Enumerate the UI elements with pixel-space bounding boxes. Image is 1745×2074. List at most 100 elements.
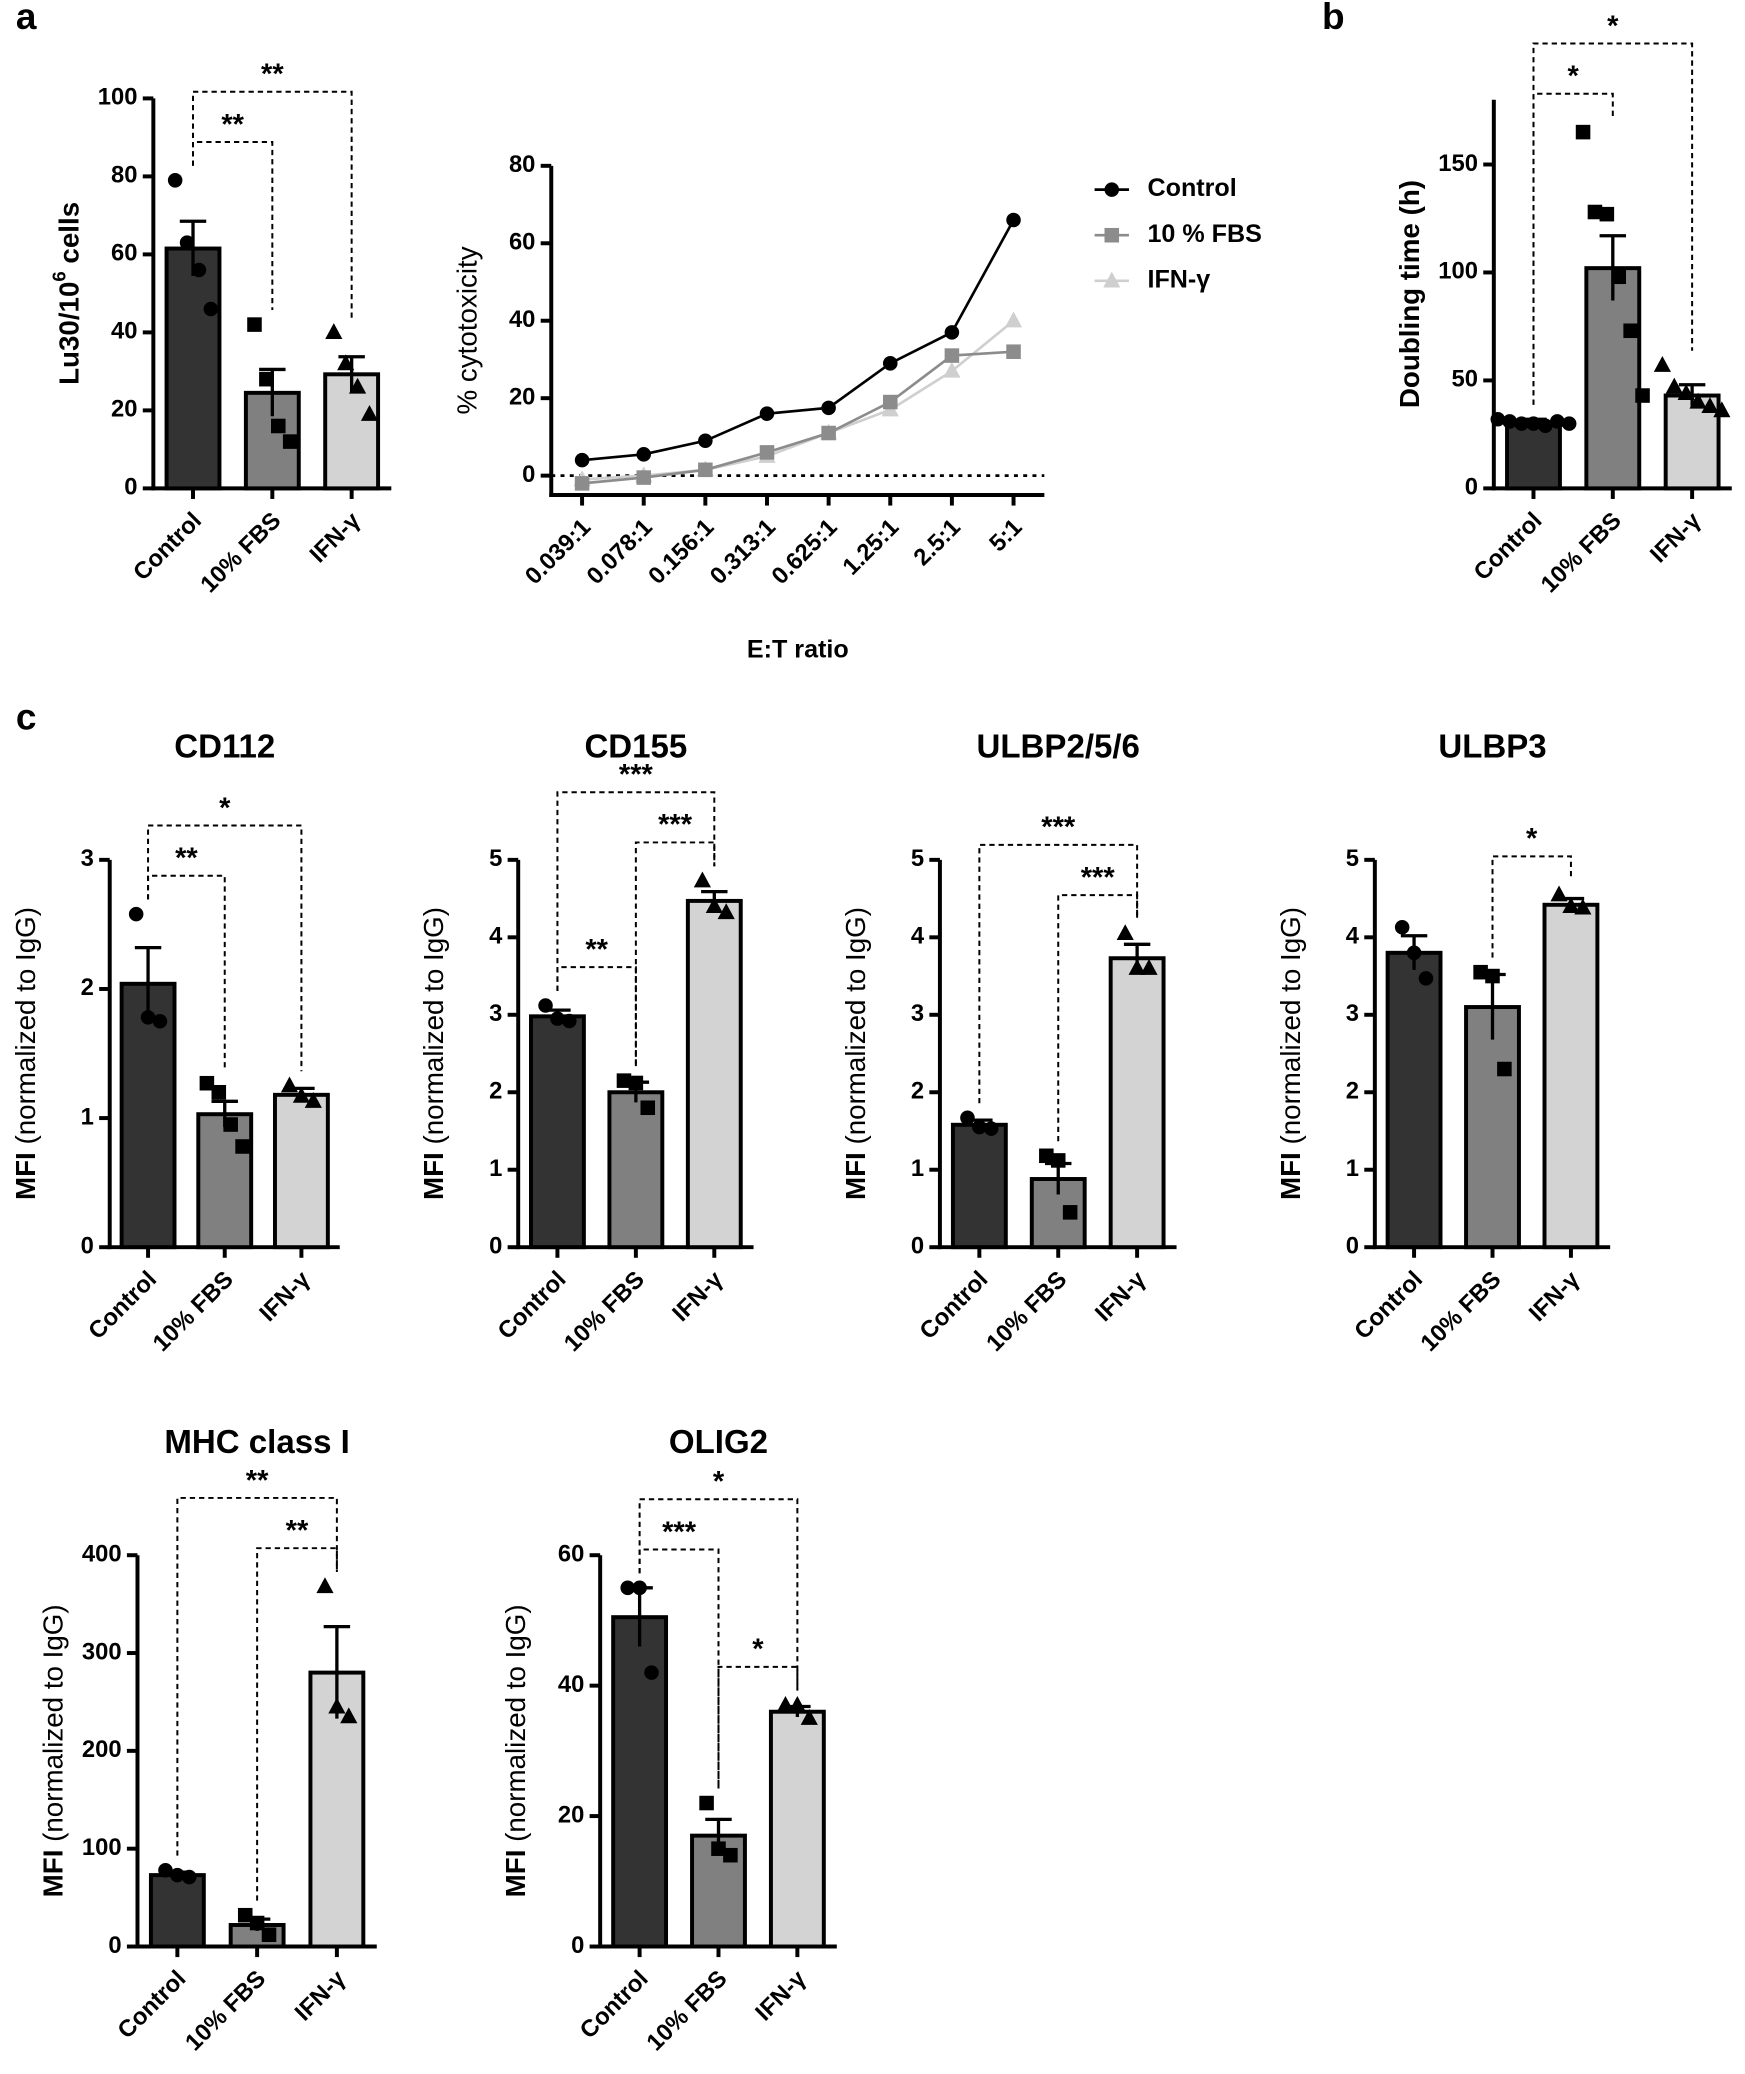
x-tick-label: IFN-γ xyxy=(1090,1265,1152,1327)
significance-bracket xyxy=(1532,42,1694,405)
data-point xyxy=(1004,311,1023,328)
data-point xyxy=(620,1580,635,1596)
data-point xyxy=(800,1709,818,1725)
data-point xyxy=(360,405,379,421)
y-tick-label: 150 xyxy=(1438,150,1478,177)
y-axis-label: MFI (normalized to IgG) xyxy=(840,907,871,1200)
y-tick-label: 2 xyxy=(81,974,94,1001)
y-tick-label: 4 xyxy=(489,923,503,950)
y-tick-label: 20 xyxy=(111,396,137,423)
significance-label: * xyxy=(1567,61,1579,93)
data-point xyxy=(247,317,262,332)
data-point xyxy=(1550,885,1568,902)
data-point xyxy=(882,394,898,410)
x-tick-label: Control xyxy=(83,1266,162,1345)
bar xyxy=(1505,420,1562,491)
data-point xyxy=(759,445,775,460)
y-axis-label-rest: cells xyxy=(54,202,85,271)
x-tick-label: 10% FBS xyxy=(1536,507,1627,598)
data-point xyxy=(693,871,711,888)
data-point xyxy=(292,1086,311,1103)
data-point xyxy=(191,262,207,278)
data-point xyxy=(1514,416,1529,431)
data-point xyxy=(1574,898,1592,915)
significance-bracket xyxy=(176,1496,338,1856)
data-point xyxy=(1713,401,1731,418)
y-axis-label-text: MFI xyxy=(419,1152,450,1200)
y-tick-label: 50 xyxy=(1452,366,1478,393)
y-axis-label: MFI (normalized to IgG) xyxy=(38,1604,69,1897)
y-tick-label: 100 xyxy=(82,1834,122,1861)
x-tick-label: Control xyxy=(1349,1266,1428,1345)
y-axis-label: Doubling time (h) xyxy=(1394,180,1425,408)
data-point xyxy=(140,1010,156,1025)
data-point xyxy=(337,354,355,371)
y-axis-label: % cytotoxicity xyxy=(452,246,483,414)
y-tick-label: 60 xyxy=(558,1540,584,1567)
bar xyxy=(1542,902,1600,1250)
y-axis-label-text: MFI xyxy=(840,1152,871,1200)
data-point xyxy=(960,1110,975,1126)
data-point xyxy=(328,1697,346,1714)
data-point xyxy=(1394,919,1410,935)
bar xyxy=(119,981,177,1250)
x-tick-label: 0.313:1 xyxy=(705,514,781,590)
significance-label: * xyxy=(1526,823,1538,855)
bar xyxy=(607,1090,665,1250)
data-point xyxy=(249,1915,265,1931)
data-point xyxy=(628,1075,644,1091)
legend-label: Control xyxy=(1147,174,1236,202)
x-tick-label: Control xyxy=(128,507,207,586)
y-tick-label: 100 xyxy=(98,84,138,111)
y-tick-label: 2 xyxy=(911,1078,924,1105)
y-tick-label: 2 xyxy=(1346,1078,1359,1105)
data-point xyxy=(1623,323,1638,339)
significance-label: *** xyxy=(619,759,654,791)
y-tick-label: 5 xyxy=(489,845,502,872)
data-point xyxy=(632,1580,647,1596)
significance-label: ** xyxy=(246,1465,269,1497)
significance-label: * xyxy=(752,1634,764,1666)
bar xyxy=(685,898,743,1250)
data-point xyxy=(1611,269,1627,285)
data-point xyxy=(167,173,183,188)
data-point xyxy=(1497,1061,1512,1077)
data-point xyxy=(199,1075,215,1091)
data-point xyxy=(944,348,960,363)
data-point xyxy=(1550,414,1565,429)
data-point xyxy=(644,1665,659,1680)
legend-label: 10 % FBS xyxy=(1147,220,1261,248)
data-point xyxy=(983,1121,999,1136)
data-point xyxy=(1406,945,1422,961)
data-point xyxy=(1490,412,1506,427)
x-tick-label: 1.25:1 xyxy=(837,514,904,581)
legend-marker xyxy=(1103,271,1121,288)
data-point xyxy=(1140,959,1158,975)
data-point xyxy=(1562,897,1580,913)
significance-bracket xyxy=(1532,92,1614,405)
significance-label: ** xyxy=(221,109,244,141)
y-tick-label: 40 xyxy=(558,1671,584,1698)
data-point xyxy=(223,1117,238,1132)
x-tick-label: IFN-γ xyxy=(750,1965,812,2027)
x-tick-label: Control xyxy=(493,1266,572,1345)
bar xyxy=(529,1014,586,1250)
data-point xyxy=(1701,397,1719,413)
data-point xyxy=(128,906,144,922)
data-point xyxy=(304,1092,322,1108)
x-tick-label: Control xyxy=(575,1965,654,2044)
y-axis-label-text: MFI xyxy=(10,1152,41,1200)
y-axis-label-text: MFI xyxy=(1275,1152,1306,1200)
data-point xyxy=(698,433,713,449)
y-axis-label-note: (normalized to IgG) xyxy=(38,1604,69,1849)
data-point xyxy=(550,1011,565,1026)
data-point xyxy=(1006,212,1021,228)
y-tick-label: 40 xyxy=(509,306,535,333)
significance-bracket xyxy=(256,1547,338,1901)
data-point xyxy=(259,371,274,387)
x-tick-label: IFN-γ xyxy=(290,1965,352,2027)
data-point xyxy=(943,361,961,378)
y-tick-label: 0 xyxy=(489,1232,502,1259)
data-point xyxy=(340,1707,358,1724)
